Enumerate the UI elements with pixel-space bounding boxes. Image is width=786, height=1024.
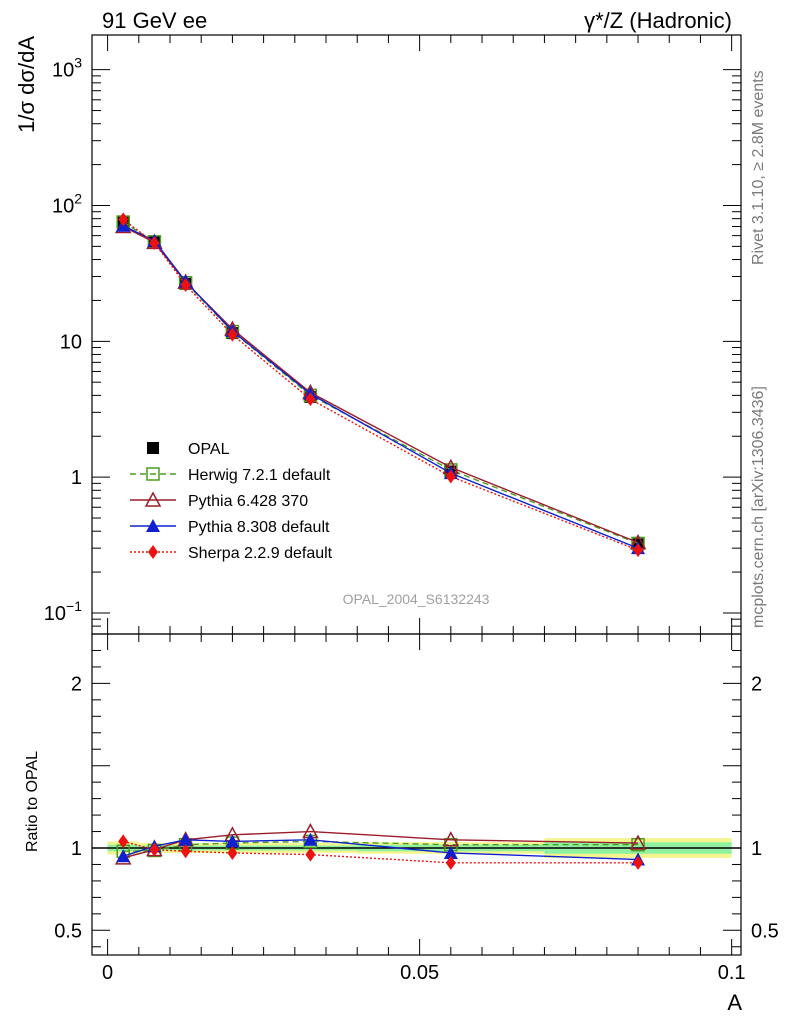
ratio-point-pythia6 bbox=[629, 834, 647, 850]
ratio-point-herwig bbox=[631, 837, 645, 852]
mcplots-label: mcplots.cern.ch [arXiv:1306.3436] bbox=[750, 386, 767, 628]
energy-label: 91 GeV ee bbox=[102, 8, 207, 33]
point-sherpa bbox=[118, 212, 129, 227]
point-sherpa bbox=[445, 469, 456, 484]
point-sherpa bbox=[305, 392, 316, 407]
point-sherpa bbox=[180, 277, 191, 292]
legend-marker-pythia8 bbox=[146, 519, 160, 532]
legend-label-pythia6: Pythia 6.428 370 bbox=[188, 493, 308, 510]
ratio-point-sherpa bbox=[149, 842, 160, 857]
legend: OPAL Herwig 7.2.1 default Pythia 6.428 370… bbox=[130, 441, 333, 562]
ratio-point-pythia8 bbox=[116, 849, 131, 863]
legend-label-pythia8: Pythia 8.308 default bbox=[188, 519, 330, 536]
main-panel: 10−1 1 10 102 103 bbox=[44, 34, 742, 635]
x-tick-label: 0 bbox=[102, 962, 113, 984]
ratio-point-pythia6 bbox=[442, 831, 460, 847]
point-sherpa bbox=[149, 235, 160, 250]
ratio-y-tick-label: 1 bbox=[71, 838, 82, 860]
ratio-point-sherpa bbox=[180, 844, 191, 859]
legend-label-opal: OPAL bbox=[188, 441, 230, 458]
legend-marker-opal bbox=[147, 442, 159, 454]
ratio-y-tick-label: 0.5 bbox=[54, 920, 82, 942]
ratio-point-sherpa bbox=[445, 855, 456, 870]
main-y-axis-title: 1/σ dσ/dA bbox=[14, 36, 39, 133]
ratio-y-tick-label-right: 2 bbox=[751, 673, 762, 695]
ratio-point-pythia8 bbox=[303, 832, 318, 846]
legend-label-sherpa: Sherpa 2.2.9 default bbox=[188, 545, 333, 562]
ratio-y-axis-title: Ratio to OPAL bbox=[24, 751, 41, 852]
process-label: γ*/Z (Hadronic) bbox=[584, 8, 732, 33]
ratio-y-tick-label-right: 1 bbox=[751, 838, 762, 860]
ratio-point-pythia8 bbox=[178, 832, 193, 846]
legend-label-herwig: Herwig 7.2.1 default bbox=[188, 467, 331, 484]
x-tick-label: 0.1 bbox=[718, 962, 746, 984]
ratio-y-tick-label: 2 bbox=[71, 673, 82, 695]
main-y-tick-label: 103 bbox=[52, 55, 82, 82]
point-sherpa bbox=[633, 543, 644, 558]
main-y-tick-label: 1 bbox=[71, 467, 82, 489]
ratio-point-pythia8 bbox=[225, 834, 240, 848]
ratio-y-tick-label-right: 0.5 bbox=[751, 920, 779, 942]
main-y-tick-label: 10 bbox=[60, 331, 82, 353]
x-axis-title: A bbox=[727, 990, 742, 1015]
legend-marker-pythia6 bbox=[144, 491, 162, 507]
ratio-point-pythia8 bbox=[443, 845, 458, 859]
x-tick-label: 0.05 bbox=[400, 962, 439, 984]
ratio-point-sherpa bbox=[118, 834, 129, 849]
rivet-version-label: Rivet 3.1.10, ≥ 2.8M events bbox=[750, 70, 767, 265]
ratio-panel: 0 0.05 0.10.5 0.51 12 2 bbox=[54, 633, 779, 984]
ratio-point-sherpa bbox=[227, 845, 238, 860]
ratio-point-sherpa bbox=[633, 855, 644, 870]
legend-marker-sherpa bbox=[148, 545, 158, 559]
point-sherpa bbox=[227, 327, 238, 342]
main-y-tick-label: 102 bbox=[52, 190, 82, 217]
legend-marker-herwig bbox=[146, 467, 160, 481]
ratio-point-sherpa bbox=[305, 847, 316, 862]
main-y-tick-label: 10−1 bbox=[44, 598, 82, 625]
ratio-frame bbox=[91, 633, 742, 956]
analysis-id-label: OPAL_2004_S6132243 bbox=[343, 591, 490, 607]
